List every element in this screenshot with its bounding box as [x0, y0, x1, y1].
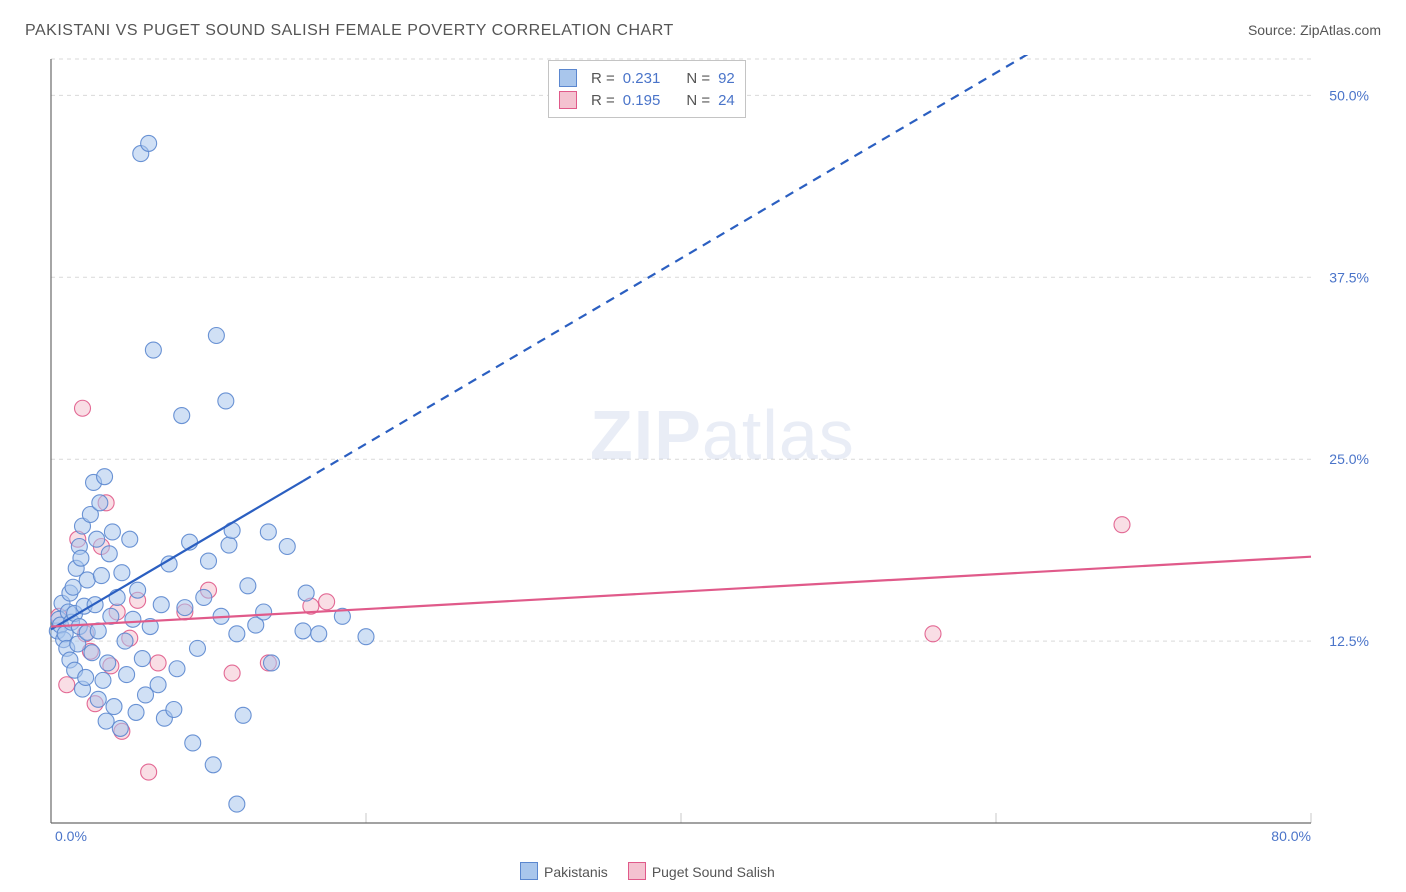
data-point-pakistanis	[208, 327, 224, 343]
series-legend: Pakistanis Puget Sound Salish	[520, 862, 775, 880]
stats-legend-box: R = 0.231 N = 92 R = 0.195 N = 24	[548, 60, 746, 118]
data-point-pakistanis	[201, 553, 217, 569]
data-point-pakistanis	[130, 582, 146, 598]
legend-label: Pakistanis	[544, 864, 608, 880]
stats-row-salish: R = 0.195 N = 24	[559, 89, 735, 111]
legend-swatch-pakistanis	[520, 862, 538, 880]
chart-title: PAKISTANI VS PUGET SOUND SALISH FEMALE P…	[25, 22, 674, 40]
ytick-label: 25.0%	[1329, 451, 1369, 467]
data-point-pakistanis	[311, 626, 327, 642]
ytick-label: 50.0%	[1329, 87, 1369, 103]
data-point-pakistanis	[185, 735, 201, 751]
data-point-pakistanis	[79, 572, 95, 588]
data-point-pakistanis	[104, 524, 120, 540]
xtick-label: 80.0%	[1271, 828, 1311, 844]
data-point-salish	[150, 655, 166, 671]
data-point-pakistanis	[141, 135, 157, 151]
scatter-plot: 12.5% 25.0% 37.5% 50.0% 0.0% 80.0%	[45, 55, 1375, 845]
data-point-pakistanis	[174, 408, 190, 424]
data-point-pakistanis	[295, 623, 311, 639]
data-point-pakistanis	[196, 589, 212, 605]
data-point-salish	[75, 400, 91, 416]
r-label: R =	[591, 70, 615, 87]
swatch-salish	[559, 91, 577, 109]
data-point-pakistanis	[221, 537, 237, 553]
data-point-salish	[319, 594, 335, 610]
data-point-pakistanis	[119, 667, 135, 683]
trendline-dash-pakistanis	[303, 55, 1311, 481]
data-point-pakistanis	[169, 661, 185, 677]
data-point-pakistanis	[260, 524, 276, 540]
n-label: N =	[686, 92, 710, 109]
data-point-pakistanis	[218, 393, 234, 409]
data-point-pakistanis	[153, 597, 169, 613]
data-point-pakistanis	[78, 669, 94, 685]
data-point-salish	[59, 677, 75, 693]
source-name: ZipAtlas.com	[1300, 22, 1381, 38]
data-point-salish	[224, 665, 240, 681]
data-point-pakistanis	[134, 651, 150, 667]
data-point-pakistanis	[205, 757, 221, 773]
legend-label: Puget Sound Salish	[652, 864, 775, 880]
swatch-pakistanis	[559, 69, 577, 87]
data-point-pakistanis	[122, 531, 138, 547]
legend-item-salish: Puget Sound Salish	[628, 862, 775, 880]
data-point-pakistanis	[84, 645, 100, 661]
data-point-pakistanis	[229, 796, 245, 812]
data-point-pakistanis	[98, 713, 114, 729]
data-point-pakistanis	[150, 677, 166, 693]
data-point-salish	[141, 764, 157, 780]
r-label: R =	[591, 92, 615, 109]
data-point-pakistanis	[279, 539, 295, 555]
legend-swatch-salish	[628, 862, 646, 880]
data-point-pakistanis	[298, 585, 314, 601]
data-point-pakistanis	[109, 589, 125, 605]
data-point-pakistanis	[100, 655, 116, 671]
data-point-pakistanis	[229, 626, 245, 642]
source-attribution: Source: ZipAtlas.com	[1248, 22, 1381, 38]
n-value: 24	[718, 92, 735, 109]
data-point-pakistanis	[189, 640, 205, 656]
data-point-pakistanis	[97, 469, 113, 485]
data-point-pakistanis	[117, 633, 133, 649]
data-point-pakistanis	[235, 707, 251, 723]
n-value: 92	[718, 70, 735, 87]
r-value: 0.231	[623, 70, 661, 87]
data-point-pakistanis	[240, 578, 256, 594]
data-point-pakistanis	[89, 531, 105, 547]
xtick-label: 0.0%	[55, 828, 87, 844]
source-prefix: Source:	[1248, 22, 1300, 38]
data-point-pakistanis	[106, 699, 122, 715]
data-point-pakistanis	[73, 550, 89, 566]
data-point-pakistanis	[177, 600, 193, 616]
r-value: 0.195	[623, 92, 661, 109]
data-point-salish	[925, 626, 941, 642]
data-point-pakistanis	[92, 495, 108, 511]
data-point-pakistanis	[65, 579, 81, 595]
data-point-pakistanis	[166, 701, 182, 717]
data-point-pakistanis	[101, 546, 117, 562]
data-point-pakistanis	[114, 565, 130, 581]
data-point-pakistanis	[128, 704, 144, 720]
data-point-pakistanis	[358, 629, 374, 645]
n-label: N =	[686, 70, 710, 87]
data-point-pakistanis	[125, 611, 141, 627]
ytick-label: 37.5%	[1329, 269, 1369, 285]
data-point-pakistanis	[95, 672, 111, 688]
legend-item-pakistanis: Pakistanis	[520, 862, 608, 880]
ytick-label: 12.5%	[1329, 633, 1369, 649]
data-point-salish	[1114, 517, 1130, 533]
data-point-pakistanis	[90, 691, 106, 707]
stats-row-pakistanis: R = 0.231 N = 92	[559, 67, 735, 89]
data-point-pakistanis	[256, 604, 272, 620]
data-point-pakistanis	[112, 720, 128, 736]
data-point-pakistanis	[264, 655, 280, 671]
data-point-pakistanis	[145, 342, 161, 358]
trendline-salish	[51, 557, 1311, 627]
data-point-pakistanis	[93, 568, 109, 584]
